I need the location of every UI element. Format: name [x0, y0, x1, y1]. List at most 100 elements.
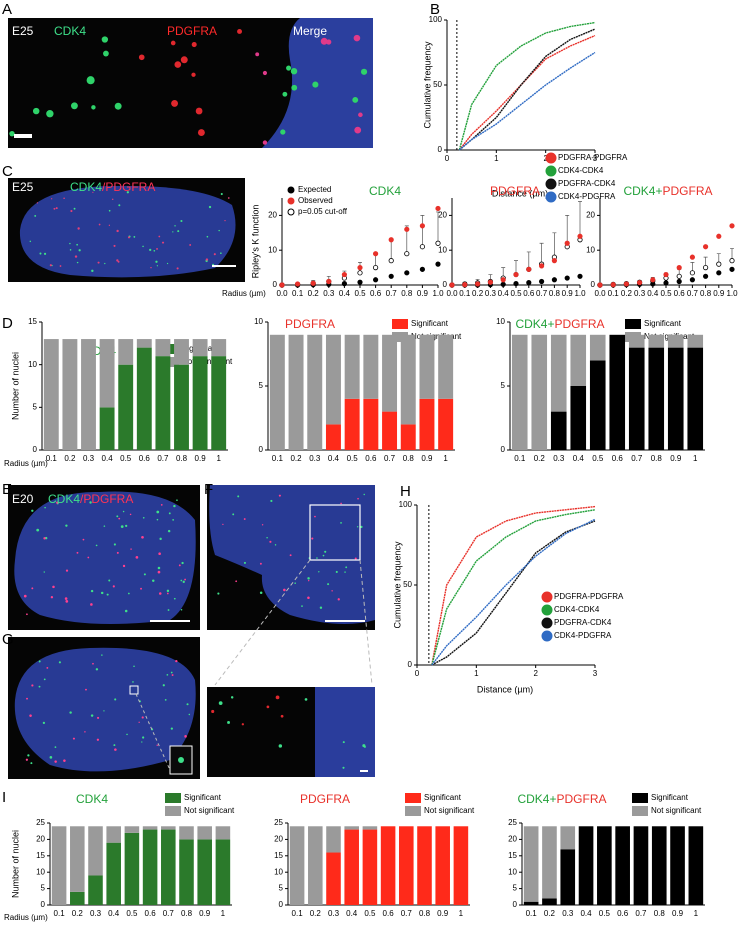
cumulative-curve — [458, 51, 596, 151]
spot — [156, 510, 160, 514]
spot — [113, 744, 116, 747]
x-tick-label: 0.9 — [672, 909, 684, 918]
y-tick-label: 20 — [268, 211, 277, 220]
spot — [36, 528, 40, 532]
spot — [50, 596, 54, 599]
bar-segment — [633, 826, 649, 905]
x-tick-label: 0.1 — [292, 909, 304, 918]
y-tick-label: 25 — [36, 818, 45, 827]
nucleus — [19, 185, 236, 278]
y-tick-label: 0 — [33, 445, 38, 454]
spot — [301, 605, 303, 607]
y-tick-label: 10 — [586, 245, 595, 254]
spot — [208, 205, 212, 209]
bar-segment — [142, 826, 158, 830]
y-tick-label: 20 — [508, 835, 517, 844]
bar-segment — [435, 826, 450, 905]
cumulative-curve — [458, 21, 596, 151]
x-tick-label: 0.5 — [354, 289, 366, 298]
x-tick-label: 0.6 — [139, 454, 151, 463]
spot — [191, 72, 196, 77]
x-tick-label: 0.3 — [90, 909, 102, 918]
x-tick-label: 0.8 — [176, 454, 188, 463]
legend-marker — [545, 165, 557, 177]
bar-segment — [118, 364, 134, 450]
spot — [188, 713, 191, 716]
spot — [133, 236, 136, 238]
y-tick-label: 20 — [438, 211, 447, 220]
point — [419, 266, 425, 272]
spot — [152, 579, 155, 583]
x-tick-label: 0.1 — [608, 289, 620, 298]
spot — [174, 61, 182, 68]
chart-title: PDGFRA — [300, 792, 350, 806]
panel-label: D — [2, 315, 13, 332]
spot — [217, 592, 220, 595]
y-tick-label: 50 — [433, 80, 442, 89]
bar-segment — [670, 826, 685, 905]
spot — [141, 741, 143, 743]
micrograph — [130, 18, 252, 148]
title-part: PDGFRA — [557, 792, 607, 806]
spot — [90, 589, 94, 593]
x-tick-label: 0.2 — [472, 289, 484, 298]
spot — [126, 191, 129, 194]
spot — [38, 660, 41, 663]
legend-label: Significant — [184, 793, 222, 802]
bar-segment — [511, 334, 528, 450]
spot — [168, 512, 171, 515]
bar-segment — [70, 826, 85, 892]
spot — [232, 513, 235, 516]
spot — [224, 219, 226, 222]
legend-swatch — [632, 793, 648, 803]
bar-segment — [174, 364, 189, 450]
x-tick-label: 0.3 — [323, 289, 335, 298]
bar-segment — [211, 356, 227, 450]
images — [8, 18, 375, 779]
title-part: CDK4 — [76, 792, 108, 806]
x-tick-label: 0.8 — [181, 909, 193, 918]
bar-segment — [453, 826, 469, 905]
bar-segment — [161, 826, 176, 830]
bar-segment — [382, 411, 398, 450]
spot — [34, 214, 37, 217]
panel-label: G — [2, 631, 14, 648]
spot — [308, 580, 310, 582]
bar-segment — [597, 826, 612, 905]
x-tick-label: 0.2 — [290, 454, 302, 463]
bar-segment — [570, 334, 587, 386]
y-axis-label: Cumulative frequency — [392, 541, 402, 629]
y-tick-label: 15 — [274, 851, 283, 860]
x-tick-label: 0.7 — [163, 909, 175, 918]
point — [357, 264, 363, 271]
y-tick-label: 5 — [259, 381, 264, 390]
x-axis-label: Radius (µm) — [222, 289, 266, 298]
spot — [125, 524, 128, 527]
y-tick-label: 0 — [273, 280, 278, 289]
spot — [160, 504, 163, 506]
spot — [96, 716, 100, 719]
point — [702, 273, 709, 279]
x-tick-label: 0.1 — [459, 289, 471, 298]
spot — [72, 737, 75, 740]
spot — [91, 105, 96, 110]
spot — [65, 569, 69, 572]
spot — [43, 571, 46, 573]
channel-label: Merge — [293, 24, 327, 38]
y-tick-label: 5 — [41, 884, 46, 893]
spot — [114, 102, 122, 110]
x-axis-label: Radius (µm) — [4, 913, 48, 922]
point — [372, 251, 379, 257]
spot — [220, 252, 222, 255]
spot — [92, 662, 94, 665]
spot — [103, 710, 105, 712]
x-tick-label: 0.2 — [310, 909, 322, 918]
panel-label: I — [2, 789, 6, 806]
x-tick-label: 0.6 — [370, 289, 382, 298]
x-tick-label: 3 — [593, 154, 598, 163]
spot — [108, 224, 111, 226]
spot — [176, 267, 179, 270]
spot — [69, 249, 72, 251]
spot — [59, 265, 62, 267]
stage-label: E25 — [12, 24, 34, 38]
